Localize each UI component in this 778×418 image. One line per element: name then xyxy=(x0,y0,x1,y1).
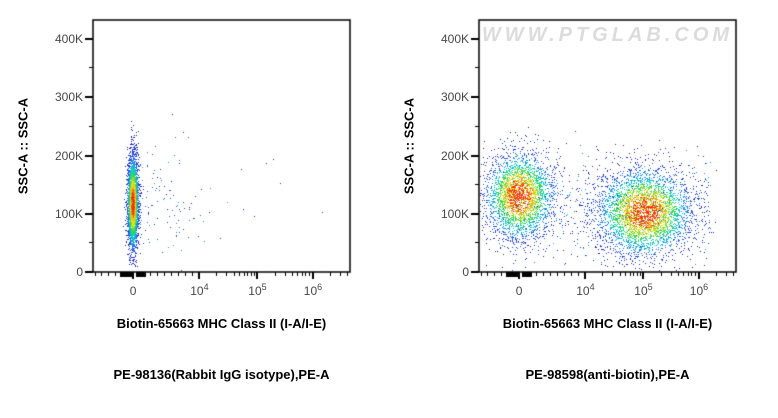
y-tick-label: 200K xyxy=(54,148,83,163)
ptglab-watermark: WWW.PTGLAB.COM xyxy=(481,24,734,46)
y-tick-label: 100K xyxy=(440,206,469,221)
y-tick-label: 400K xyxy=(440,32,469,47)
y-tick-label: 400K xyxy=(54,32,83,47)
x-tick-label: 105 xyxy=(248,282,267,299)
x-tick-label: 0 xyxy=(515,284,523,298)
x-tick-label: 106 xyxy=(689,282,709,299)
y-tick-label: 300K xyxy=(440,90,469,105)
y-tick-label: 100K xyxy=(54,206,83,221)
y-tick-label: 0 xyxy=(76,265,83,279)
y-tick-label: 0 xyxy=(462,265,469,279)
y-tick-label: 300K xyxy=(54,90,83,105)
x-tick-label: 104 xyxy=(190,282,209,299)
x-tick-label: 106 xyxy=(303,282,323,299)
y-tick-label: 200K xyxy=(440,148,469,163)
x-tick-label: 0 xyxy=(129,284,137,298)
scatter-plot-canvas-left xyxy=(0,0,389,418)
sample-caption: PE-98136(Rabbit IgG isotype),PE-A xyxy=(113,367,330,382)
flow-plot-isotype-control: SSC-A :: SSC-A Biotin-65663 MHC Class II… xyxy=(0,0,389,418)
x-tick-label: 104 xyxy=(576,282,595,299)
flow-plot-anti-biotin: WWW.PTGLAB.COM SSC-A :: SSC-A Biotin-656… xyxy=(389,0,778,418)
x-tick-label: 105 xyxy=(634,282,653,299)
sample-caption: PE-98598(anti-biotin),PE-A xyxy=(525,367,690,382)
y-axis-label: SSC-A :: SSC-A xyxy=(15,97,31,195)
x-axis-label: Biotin-65663 MHC Class II (I-A/I-E) xyxy=(502,316,713,331)
scatter-plot-canvas-right xyxy=(389,0,778,418)
y-axis-label: SSC-A :: SSC-A xyxy=(401,97,417,195)
x-axis-label: Biotin-65663 MHC Class II (I-A/I-E) xyxy=(116,316,327,331)
